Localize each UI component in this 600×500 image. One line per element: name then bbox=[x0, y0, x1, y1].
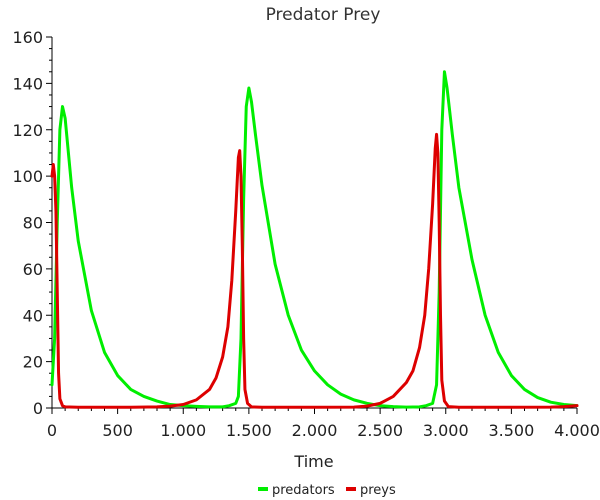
chart-title: Predator Prey bbox=[266, 5, 381, 25]
y-tick-label: 60 bbox=[23, 260, 43, 279]
y-tick-label: 0 bbox=[33, 399, 43, 418]
x-tick-label: 500 bbox=[102, 421, 133, 440]
series-line-predators bbox=[50, 70, 579, 409]
x-tick-label: 2.500 bbox=[357, 421, 403, 440]
x-tick-label: 0 bbox=[47, 421, 57, 440]
legend: predators preys bbox=[258, 483, 396, 498]
y-tick-label: 100 bbox=[12, 167, 43, 186]
legend-label-predators: predators bbox=[272, 483, 335, 498]
y-tick-label: 20 bbox=[23, 353, 43, 372]
x-tick-label: 1.500 bbox=[226, 421, 272, 440]
x-tick-label: 3.000 bbox=[423, 421, 469, 440]
series-line-preys bbox=[50, 132, 579, 409]
x-tick-label: 2.000 bbox=[292, 421, 338, 440]
y-tick-label: 140 bbox=[12, 74, 43, 93]
y-tick-label: 80 bbox=[23, 214, 43, 233]
y-tick-label: 120 bbox=[12, 121, 43, 140]
x-tick-label: 4.000 bbox=[554, 421, 600, 440]
x-tick-label: 3.500 bbox=[488, 421, 534, 440]
axes: 0 20 40 60 80 100 120 140 160 0 500 1.000 1.500 2.000… bbox=[12, 28, 599, 440]
x-axis-title: Time bbox=[293, 452, 333, 471]
legend-label-preys: preys bbox=[360, 483, 396, 498]
y-tick-label: 40 bbox=[23, 306, 43, 325]
x-tick-label: 1.000 bbox=[160, 421, 206, 440]
y-tick-label: 160 bbox=[12, 28, 43, 47]
plot-area bbox=[50, 70, 579, 409]
